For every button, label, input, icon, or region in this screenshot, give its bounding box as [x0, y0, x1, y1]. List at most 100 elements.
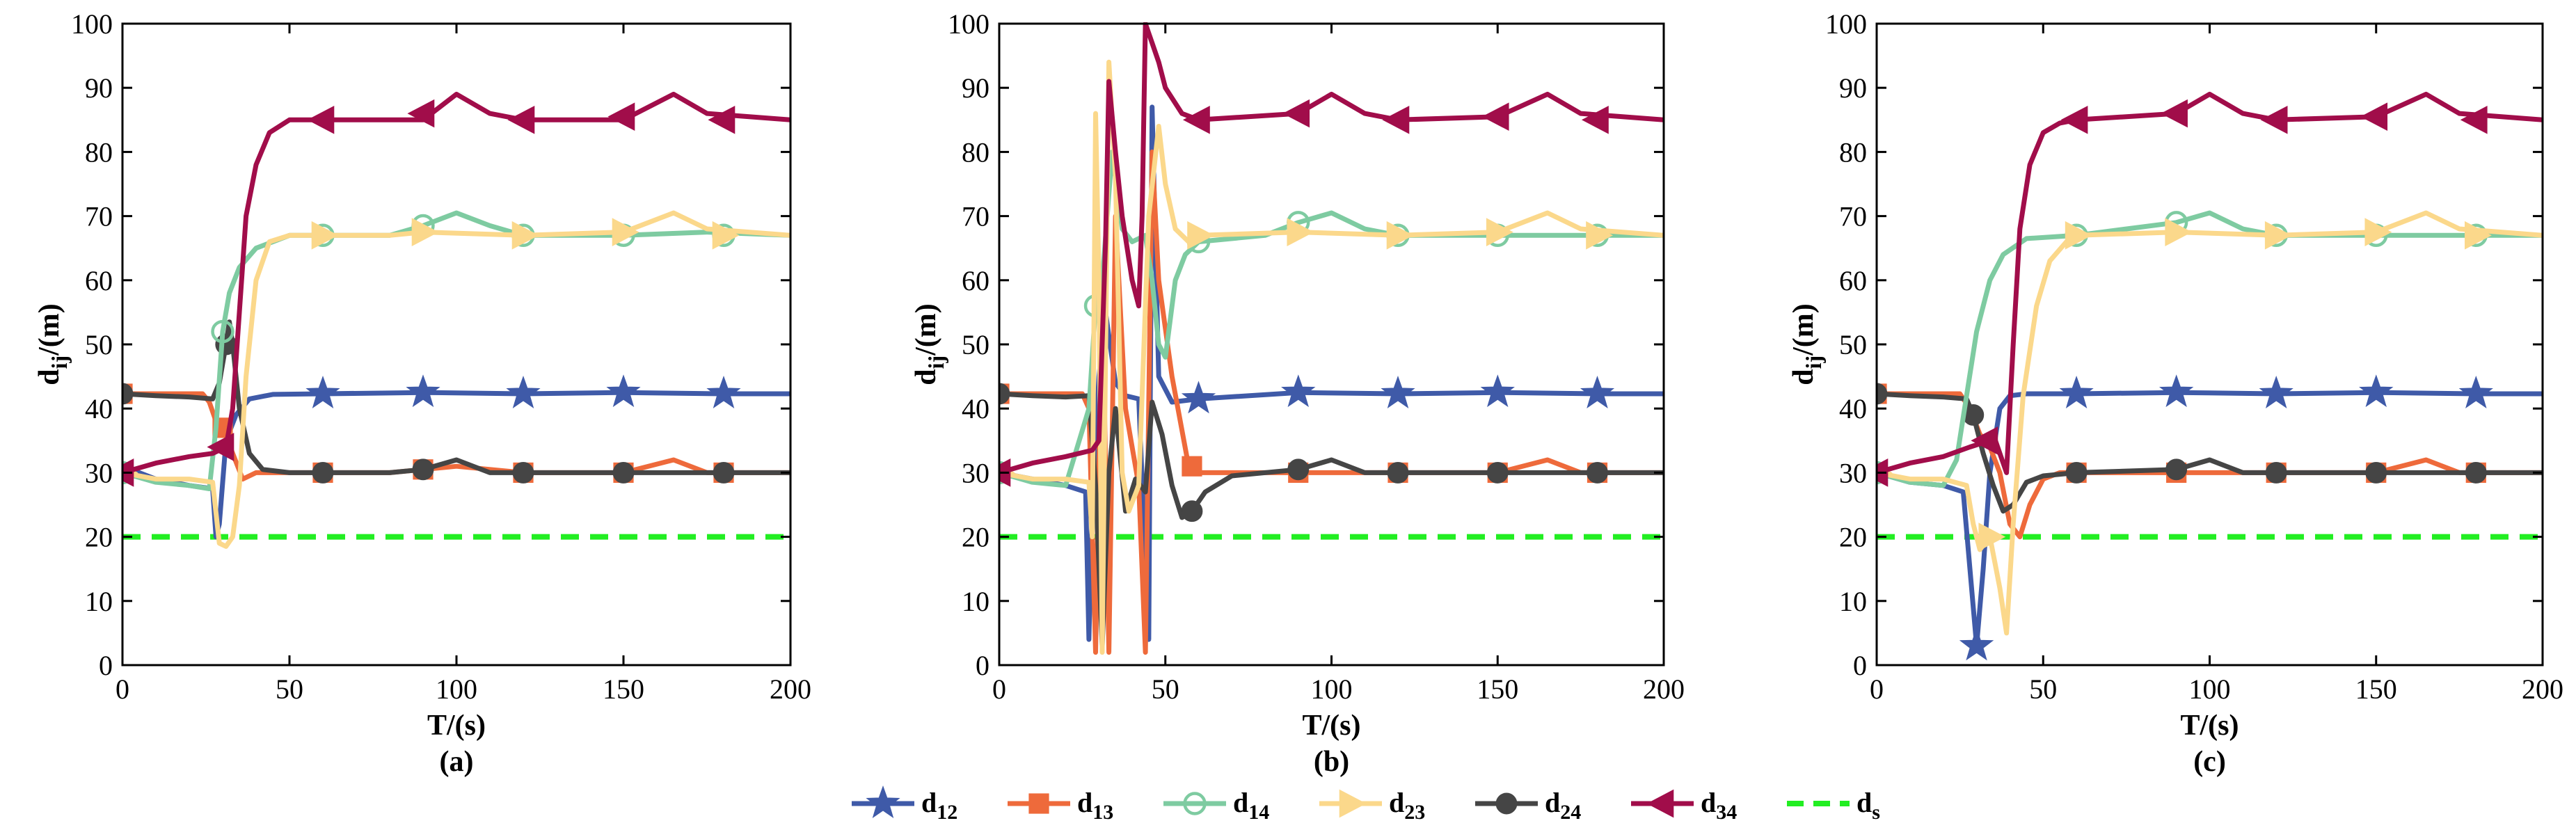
marker-d24: [312, 461, 334, 484]
marker-d12: [1580, 376, 1615, 409]
y-tick-label: 40: [1839, 393, 1867, 424]
x-tick-label: 50: [1152, 673, 1179, 705]
marker-d12: [1381, 376, 1415, 409]
y-tick-label: 90: [85, 72, 113, 104]
series-line-d12: [999, 104, 1664, 642]
x-tick-label: 200: [2522, 673, 2563, 705]
panel-label: (c): [2193, 746, 2226, 778]
y-tick-label: 0: [976, 650, 989, 681]
marker-d23: [1978, 522, 2006, 551]
marker-d23: [2165, 218, 2193, 247]
marker-d24: [412, 458, 434, 481]
marker-d24: [2465, 461, 2487, 484]
legend-marker-d14: [1183, 792, 1207, 815]
x-tick-label: 50: [276, 673, 303, 705]
y-tick-label: 80: [962, 136, 989, 168]
marker-d12: [506, 376, 541, 409]
marker-d24: [2065, 461, 2088, 484]
x-tick-label: 100: [1311, 673, 1353, 705]
series-line-d12: [1877, 390, 2543, 648]
y-tick-label: 70: [1839, 201, 1867, 232]
legend-item-d23: d23: [1319, 787, 1425, 824]
x-tick-label: 150: [603, 673, 644, 705]
marker-d24: [713, 461, 735, 484]
marker-d34: [2460, 105, 2488, 134]
legend-label-ds: ds: [1857, 787, 1880, 824]
marker-d23: [1187, 221, 1215, 250]
x-tick-label: 100: [436, 673, 477, 705]
marker-d23: [1586, 221, 1614, 250]
marker-d23: [1486, 218, 1513, 247]
legend-marker-d34: [1646, 789, 1674, 818]
y-tick-label: 30: [1839, 457, 1867, 488]
y-tick-label: 30: [962, 457, 989, 488]
marker-d34: [2060, 105, 2088, 134]
marker-d34: [2260, 105, 2288, 134]
marker-d12: [1281, 374, 1316, 408]
marker-d23: [712, 221, 740, 250]
marker-d34: [307, 105, 335, 134]
marker-d34: [607, 102, 635, 131]
marker-d12: [2158, 374, 2194, 408]
series-group: [122, 91, 790, 549]
marker-d23: [311, 221, 339, 250]
y-tick-label: 60: [85, 265, 113, 296]
x-axis-label: T/(s): [2181, 710, 2239, 742]
legend-marker-d12: [866, 785, 900, 819]
marker-d23: [2364, 218, 2392, 247]
marker-d12: [2359, 374, 2394, 408]
legend-label-d13: d13: [1077, 787, 1113, 824]
y-axis-label: dij/(m): [1788, 303, 1826, 385]
marker-d23: [612, 218, 639, 247]
series-group: [999, 22, 1664, 655]
y-tick-label: 0: [99, 650, 113, 681]
y-tick-label: 80: [85, 136, 113, 168]
marker-d34: [1971, 426, 1998, 455]
marker-d34: [207, 433, 234, 461]
marker-d23: [511, 221, 539, 250]
legend-label-d14: d14: [1233, 787, 1269, 824]
y-tick-label: 100: [1825, 8, 1867, 40]
x-tick-label: 150: [2355, 673, 2397, 705]
marker-d12: [1480, 374, 1515, 408]
legend-item-d34: d34: [1631, 787, 1737, 824]
marker-d34: [2161, 99, 2188, 128]
chart-panel-1: 0 10 20 30 40 50 60 70 80 90 100 0 50 100 150 200 T/(s) (…: [33, 8, 811, 778]
series-line-d34: [122, 91, 790, 475]
y-tick-label: 20: [85, 522, 113, 553]
marker-d12: [2458, 376, 2493, 409]
y-tick-label: 20: [962, 522, 989, 553]
marker-d24: [2365, 461, 2387, 484]
marker-d34: [507, 105, 535, 134]
y-tick-label: 70: [85, 201, 113, 232]
y-tick-label: 40: [85, 393, 113, 424]
legend-item-d13: d13: [1008, 787, 1113, 824]
marker-d24: [1287, 458, 1310, 481]
marker-d12: [305, 376, 340, 409]
marker-d34: [1282, 99, 1310, 128]
marker-d23: [2465, 221, 2492, 250]
marker-d23: [1386, 221, 1414, 250]
marker-d23: [2065, 221, 2092, 250]
y-tick-label: 50: [1839, 329, 1867, 360]
marker-d12: [706, 376, 741, 409]
series-line-d23: [1877, 210, 2543, 636]
y-tick-label: 100: [948, 8, 989, 40]
marker-d24: [1486, 461, 1509, 484]
marker-d34: [407, 99, 435, 128]
legend-label-d23: d23: [1389, 787, 1425, 824]
legend-item-d24: d24: [1475, 787, 1581, 824]
legend-label-d12: d12: [921, 787, 957, 824]
x-axis-label: T/(s): [1303, 710, 1361, 742]
y-tick-label: 10: [962, 586, 989, 617]
marker-d24: [1181, 500, 1203, 522]
x-tick-label: 0: [1870, 673, 1884, 705]
marker-d14: [211, 319, 234, 344]
x-axis-label: T/(s): [427, 710, 486, 742]
y-tick-label: 90: [962, 72, 989, 104]
marker-d34: [1182, 105, 1210, 134]
panel-label: (a): [440, 746, 474, 778]
series-line-d14: [1877, 210, 2543, 488]
y-tick-label: 80: [1839, 136, 1867, 168]
